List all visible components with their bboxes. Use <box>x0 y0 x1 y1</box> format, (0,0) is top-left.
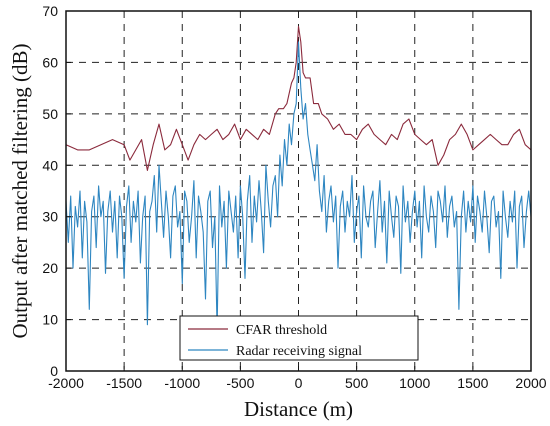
series-line-radar-signal <box>65 41 532 331</box>
grid <box>66 11 531 371</box>
x-tick-label: -500 <box>226 375 254 391</box>
series-layer <box>65 25 532 331</box>
y-tick-label: 0 <box>50 363 58 379</box>
series-line-cfar-threshold <box>65 25 532 171</box>
y-tick-label: 30 <box>42 209 58 225</box>
ticks: -2000 -1500 -1000 -500 0 500 1000 1500 2000 0 10 20… <box>42 3 546 391</box>
y-tick-label: 50 <box>42 106 58 122</box>
legend-label-cfar: CFAR threshold <box>236 323 327 338</box>
legend-box <box>179 315 419 361</box>
x-tick-label: 1500 <box>457 375 488 391</box>
x-axis-title: Distance (m) <box>244 397 353 421</box>
x-tick-label: -1500 <box>106 375 142 391</box>
x-tick-label: 0 <box>295 375 303 391</box>
x-tick-label: -2000 <box>48 375 84 391</box>
y-tick-label: 40 <box>42 157 58 173</box>
x-tick-label: -1000 <box>164 375 200 391</box>
legend: CFAR threshold Radar receiving signal <box>179 315 419 361</box>
y-axis-title: Output after matched filtering (dB) <box>8 43 32 338</box>
legend-label-radar: Radar receiving signal <box>236 344 362 359</box>
x-tick-label: 500 <box>345 375 369 391</box>
x-tick-label: 2000 <box>515 375 546 391</box>
y-tick-label: 20 <box>42 260 58 276</box>
y-tick-label: 70 <box>42 3 58 19</box>
y-tick-label: 60 <box>42 54 58 70</box>
y-tick-label: 10 <box>42 312 58 328</box>
x-tick-label: 1000 <box>399 375 430 391</box>
